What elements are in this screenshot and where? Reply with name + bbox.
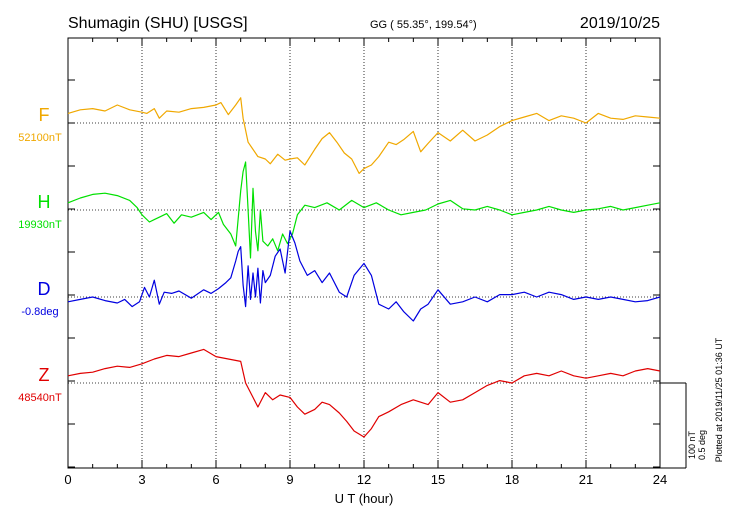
series-name-Z: Z bbox=[39, 365, 50, 385]
series-line-D bbox=[67, 230, 661, 322]
station-coordinates: GG ( 55.35°, 199.54°) bbox=[370, 19, 477, 31]
x-tick-label-6: 6 bbox=[212, 472, 219, 487]
x-tick-label-9: 9 bbox=[286, 472, 293, 487]
x-tick-label-12: 12 bbox=[357, 472, 371, 487]
series-baseline-F: 52100nT bbox=[18, 132, 62, 144]
x-tick-label-0: 0 bbox=[64, 472, 71, 487]
series-baseline-Z: 48540nT bbox=[18, 392, 62, 404]
chart-date: 2019/10/25 bbox=[580, 15, 660, 32]
x-tick-label-24: 24 bbox=[653, 472, 667, 487]
tick-marks bbox=[67, 38, 661, 468]
series-line-H bbox=[67, 161, 661, 259]
x-axis-label: U T (hour) bbox=[335, 491, 394, 506]
series-name-F: F bbox=[39, 105, 50, 125]
x-tick-label-15: 15 bbox=[431, 472, 445, 487]
plot-frame bbox=[67, 37, 661, 469]
series-lines bbox=[67, 97, 661, 438]
series-name-D: D bbox=[38, 279, 51, 299]
x-tick-labels: 0 3 6 9 12 15 18 21 24 bbox=[64, 472, 667, 487]
grid-lines bbox=[68, 38, 660, 468]
series-baseline-H: 19930nT bbox=[18, 219, 62, 231]
plotted-timestamp: Plotted at 2019/11/25 01:36 UT bbox=[714, 337, 724, 462]
station-title: Shumagin (SHU) [USGS] bbox=[68, 15, 248, 32]
scale-bar: 100 nT 0.5 deg bbox=[660, 382, 707, 469]
series-name-H: H bbox=[38, 192, 51, 212]
x-tick-label-18: 18 bbox=[505, 472, 519, 487]
x-tick-label-21: 21 bbox=[579, 472, 593, 487]
scale-bar-label-nt: 100 nT bbox=[687, 430, 697, 459]
series-baseline-D: -0.8deg bbox=[21, 306, 58, 318]
series-line-Z bbox=[67, 348, 661, 438]
series-labels: F 52100nT H 19930nT D -0.8deg Z 48540nT bbox=[18, 105, 62, 404]
scale-bar-label-deg: 0.5 deg bbox=[697, 430, 707, 460]
series-line-F bbox=[67, 97, 661, 174]
x-tick-label-3: 3 bbox=[138, 472, 145, 487]
